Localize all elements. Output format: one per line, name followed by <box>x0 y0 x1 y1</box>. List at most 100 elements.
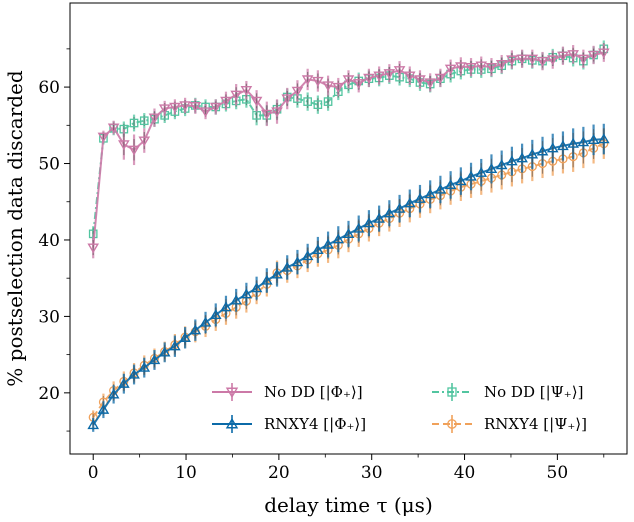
data-point <box>169 340 181 351</box>
data-point <box>220 301 232 312</box>
data-point <box>557 140 569 151</box>
data-point <box>158 104 171 115</box>
plot-frame <box>69 2 628 455</box>
data-point <box>323 97 333 106</box>
x-axis-label: delay time τ (μs) <box>264 493 433 517</box>
data-point <box>240 85 253 96</box>
legend-marker <box>447 387 457 397</box>
legend: No DD [|Φ₊⟩] RNXY4 [|Φ₊⟩] No DD [|Ψ₊⟩] RNXY… <box>212 383 587 433</box>
data-point <box>129 118 139 128</box>
data-point <box>587 134 600 144</box>
data-point <box>107 123 120 134</box>
data-point <box>301 250 314 261</box>
data-point <box>495 159 508 170</box>
data-point <box>424 188 437 199</box>
data-point <box>271 268 283 279</box>
data-point <box>546 142 559 153</box>
data-point <box>352 222 365 233</box>
legend-entry-0: No DD [|Φ₊⟩] <box>212 383 363 401</box>
legend-entry-2: RNXY4 [|Φ₊⟩] <box>212 415 366 433</box>
data-point <box>506 55 518 66</box>
data-point <box>209 102 222 113</box>
data-point <box>179 332 191 342</box>
x-tick-label-50: 50 <box>547 463 569 483</box>
data-point <box>97 403 110 414</box>
data-point <box>587 50 600 61</box>
data-point <box>87 243 100 254</box>
data-point <box>506 155 518 166</box>
data-point <box>118 140 130 151</box>
data-point <box>199 316 212 327</box>
data-point <box>252 111 261 120</box>
data-point <box>546 55 559 66</box>
data-point <box>291 256 304 267</box>
data-point <box>434 73 447 84</box>
data-point <box>303 97 312 106</box>
data-point <box>322 238 334 249</box>
data-point <box>485 163 498 174</box>
series-line <box>92 142 605 418</box>
data-point <box>485 63 498 73</box>
y-tick-label-60: 60 <box>38 78 60 98</box>
data-point <box>250 282 263 293</box>
legend-label: No DD [|Ψ₊⟩] <box>484 383 583 401</box>
data-point <box>281 261 294 272</box>
data-point <box>444 64 457 75</box>
data-point <box>434 183 447 194</box>
data-point <box>465 170 477 181</box>
data-point <box>567 137 579 148</box>
data-point <box>271 107 283 118</box>
data-point <box>475 166 488 177</box>
data-point <box>557 51 569 62</box>
x-tick-label-0: 0 <box>88 463 99 483</box>
ticks-layer: 0 10 20 30 40 50 20 30 40 50 60 <box>38 48 605 483</box>
data-point <box>189 102 202 112</box>
data-point <box>414 75 426 86</box>
data-point <box>169 102 181 113</box>
data-point <box>577 136 590 147</box>
data-point <box>455 175 467 186</box>
data-point <box>189 324 202 335</box>
series-3 <box>88 128 609 425</box>
legend-entry-1: No DD [|Ψ₊⟩] <box>432 383 583 401</box>
data-point <box>291 86 304 97</box>
legend-marker <box>447 419 457 429</box>
data-point <box>373 212 385 223</box>
data-point <box>281 94 294 105</box>
data-point <box>393 202 406 213</box>
data-point <box>301 75 314 86</box>
data-point <box>107 388 120 399</box>
data-point <box>313 100 323 109</box>
data-point <box>393 66 406 77</box>
data-point <box>577 54 590 65</box>
y-tick-label-40: 40 <box>38 231 60 251</box>
data-point <box>352 79 365 90</box>
x-tick-label-10: 10 <box>175 463 197 483</box>
legend-label: No DD [|Φ₊⟩] <box>264 383 363 401</box>
series-layer <box>87 40 610 432</box>
legend-label: RNXY4 [|Φ₊⟩] <box>264 415 366 433</box>
data-point <box>363 217 375 228</box>
data-point <box>526 54 539 65</box>
data-point <box>230 294 242 305</box>
legend-entry-3: RNXY4 [|Ψ₊⟩] <box>432 415 587 433</box>
y-axis-label: % postselection data discarded <box>3 70 27 387</box>
data-point <box>209 309 222 320</box>
data-point <box>536 56 549 67</box>
series-0 <box>87 43 610 259</box>
data-point <box>260 109 273 120</box>
data-point <box>567 50 579 60</box>
data-point <box>322 81 334 92</box>
data-point <box>536 145 549 156</box>
data-point <box>138 136 151 147</box>
data-point <box>199 107 212 118</box>
data-point <box>342 75 355 86</box>
data-point <box>128 368 140 379</box>
legend-marker <box>225 387 239 399</box>
data-point <box>148 113 161 124</box>
data-point <box>158 346 171 357</box>
y-tick-label-50: 50 <box>38 155 60 175</box>
data-point <box>128 145 140 156</box>
data-point <box>312 76 324 87</box>
